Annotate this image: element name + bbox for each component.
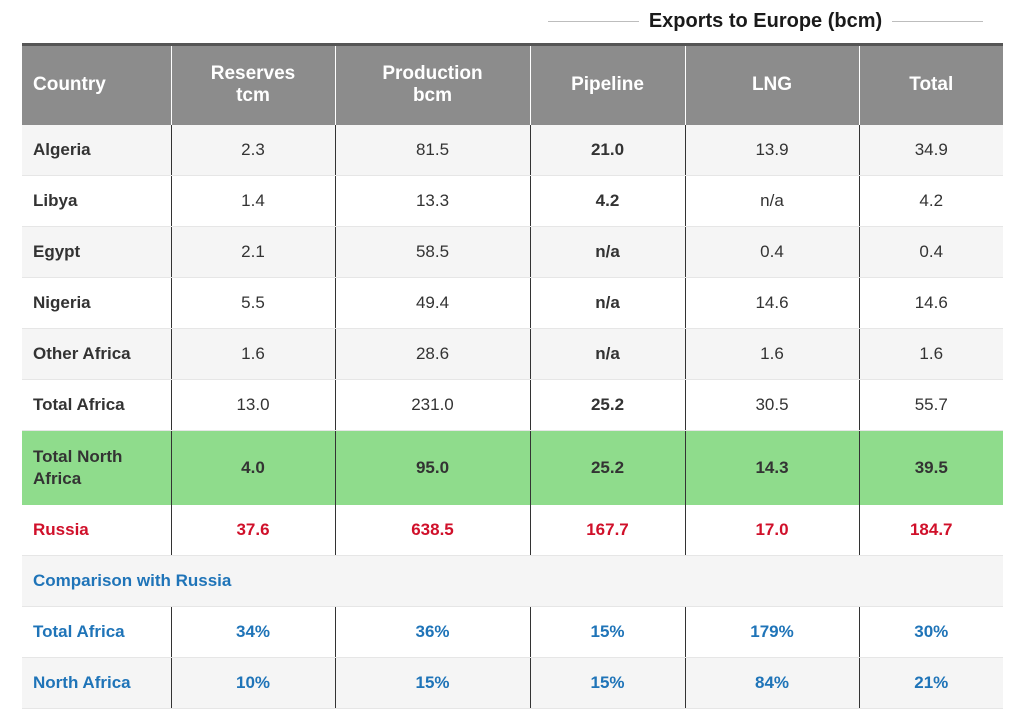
- total-cell: 0.4: [859, 226, 1003, 278]
- table-row: North Africa 10% 15% 15% 84% 21%: [22, 657, 1003, 709]
- lng-cell: 84%: [685, 657, 860, 709]
- lng-cell: 30.5: [685, 379, 860, 431]
- pipeline-cell: 15%: [530, 657, 686, 709]
- exports-to-europe-header: Exports to Europe (bcm): [548, 4, 984, 38]
- country-cell: Nigeria: [22, 277, 172, 329]
- country-cell: Russia: [22, 504, 172, 556]
- gas-data-table: Country Reserves tcm Production bcm Pipeli…: [22, 43, 1003, 709]
- pipeline-cell: 167.7: [530, 504, 686, 556]
- col-header-total: Total: [909, 74, 954, 96]
- lng-cell: 179%: [685, 606, 860, 658]
- total-cell: 1.6: [859, 328, 1003, 380]
- pipeline-cell: 25.2: [530, 379, 686, 431]
- pipeline-cell: 4.2: [530, 175, 686, 227]
- total-cell: 34.9: [859, 124, 1003, 176]
- table-row: Nigeria 5.5 49.4 n/a 14.6 14.6: [22, 277, 1003, 329]
- comparison-title-row: Comparison with Russia: [22, 555, 1003, 607]
- total-cell: 55.7: [859, 379, 1003, 431]
- total-cell: 4.2: [859, 175, 1003, 227]
- col-header-reserves: Reserves tcm: [171, 44, 336, 125]
- reserves-cell: 5.5: [171, 277, 336, 329]
- reserves-cell: 37.6: [171, 504, 336, 556]
- reserves-cell: 1.6: [171, 328, 336, 380]
- col-header-country: Country: [22, 44, 172, 125]
- country-cell: Algeria: [22, 124, 172, 176]
- country-cell: Total Africa: [22, 379, 172, 431]
- lng-cell: 13.9: [685, 124, 860, 176]
- lng-cell: 1.6: [685, 328, 860, 380]
- col-header-production: Production bcm: [335, 44, 531, 125]
- production-cell: 231.0: [335, 379, 531, 431]
- country-cell: North Africa: [22, 657, 172, 709]
- reserves-cell: 4.0: [171, 430, 336, 505]
- table-row: Egypt 2.1 58.5 n/a 0.4 0.4: [22, 226, 1003, 278]
- pipeline-cell: n/a: [530, 226, 686, 278]
- country-cell: Total Africa: [22, 606, 172, 658]
- lng-cell: 0.4: [685, 226, 860, 278]
- pipeline-cell: 21.0: [530, 124, 686, 176]
- table-header-row: Country Reserves tcm Production bcm Pipeli…: [22, 44, 1003, 125]
- pipeline-cell: 15%: [530, 606, 686, 658]
- table-row: Libya 1.4 13.3 4.2 n/a 4.2: [22, 175, 1003, 227]
- table-row: Other Africa 1.6 28.6 n/a 1.6 1.6: [22, 328, 1003, 380]
- production-cell: 638.5: [335, 504, 531, 556]
- total-cell: 39.5: [914, 457, 948, 477]
- total-cell: 184.7: [859, 504, 1003, 556]
- total-cell: 30%: [859, 606, 1003, 658]
- reserves-cell: 34%: [171, 606, 336, 658]
- reserves-cell: 13.0: [171, 379, 336, 431]
- total-cell: 21%: [859, 657, 1003, 709]
- table-row: Total Africa 13.0 231.0 25.2 30.5 55.7: [22, 379, 1003, 431]
- country-cell: Total North Africa: [22, 430, 172, 505]
- production-cell: 36%: [335, 606, 531, 658]
- country-cell: Other Africa: [22, 328, 172, 380]
- production-cell: 15%: [335, 657, 531, 709]
- country-cell: Egypt: [22, 226, 172, 278]
- pipeline-cell: 25.2: [530, 430, 686, 505]
- reserves-cell: 1.4: [171, 175, 336, 227]
- total-cell: 14.6: [859, 277, 1003, 329]
- col-header-lng: LNG: [685, 44, 860, 125]
- production-cell: 49.4: [335, 277, 531, 329]
- col-header-pipeline: Pipeline: [530, 44, 686, 125]
- country-cell: Libya: [22, 175, 172, 227]
- production-cell: 13.3: [335, 175, 531, 227]
- pipeline-cell: n/a: [530, 328, 686, 380]
- lng-cell: 17.0: [685, 504, 860, 556]
- lng-cell: 14.3: [685, 430, 860, 505]
- pipeline-cell: n/a: [530, 277, 686, 329]
- header-rule-left: [548, 20, 639, 22]
- exports-to-europe-label: Exports to Europe (bcm): [648, 9, 883, 32]
- russia-row: Russia 37.6 638.5 167.7 17.0 184.7: [22, 504, 1003, 556]
- comparison-title: Comparison with Russia: [22, 555, 1003, 607]
- table-row: Algeria 2.3 81.5 21.0 13.9 34.9: [22, 124, 1003, 176]
- lng-cell: 14.6: [685, 277, 860, 329]
- production-cell: 81.5: [335, 124, 531, 176]
- header-rule-right: [892, 20, 984, 22]
- reserves-cell: 10%: [171, 657, 336, 709]
- reserves-cell: 2.3: [171, 124, 336, 176]
- lng-cell: n/a: [685, 175, 860, 227]
- total-north-africa-row: Total North Africa 4.0 95.0 25.2 14.3 39.…: [22, 430, 1003, 505]
- production-cell: 28.6: [335, 328, 531, 380]
- production-cell: 58.5: [335, 226, 531, 278]
- production-cell: 95.0: [335, 430, 531, 505]
- table-row: Total Africa 34% 36% 15% 179% 30%: [22, 606, 1003, 658]
- reserves-cell: 2.1: [171, 226, 336, 278]
